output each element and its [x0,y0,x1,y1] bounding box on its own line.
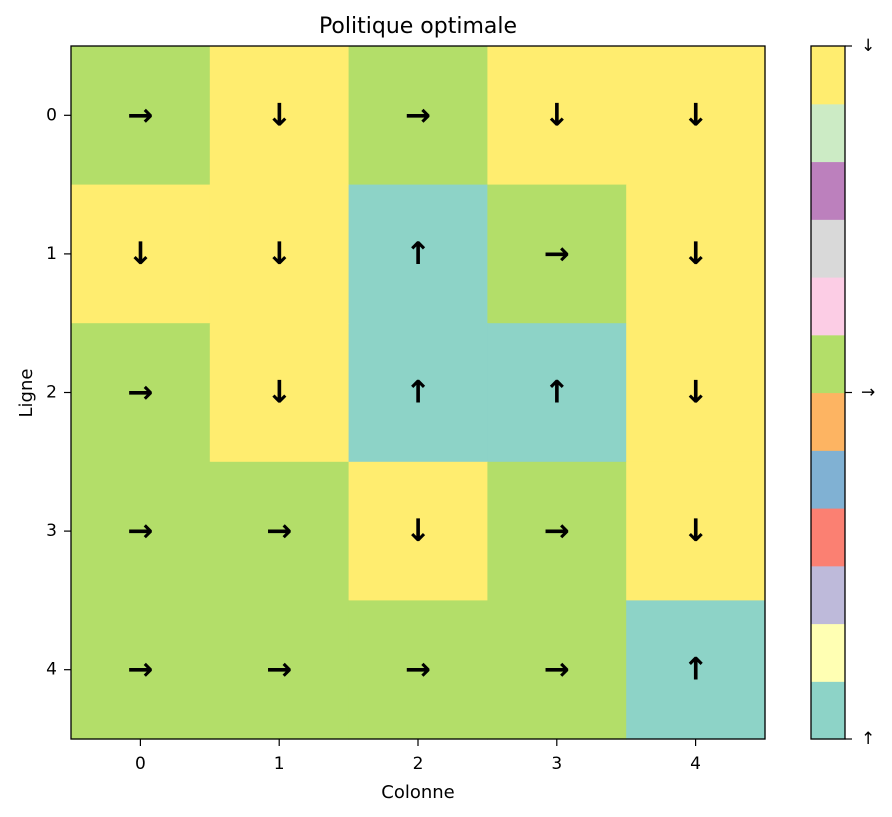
heatmap-cell [487,461,627,601]
policy-arrows: → ↓ → ↓ ↓ ↓ ↓ ↑ → ↓ → ↓ ↑ ↑ ↓ → → ↓ → ↓ → → → → ↑ [127,97,708,687]
colorbar-segment [811,161,845,220]
y-tick-label: 3 [46,521,57,541]
heatmap-cell [71,184,211,324]
colorbar-segment [811,46,845,105]
policy-arrow: → [266,513,292,549]
heatmap-cell [209,184,350,324]
heatmap-cell [626,323,766,463]
x-axis-ticks: 0 1 2 3 4 [135,739,701,774]
x-axis-label: Colonne [381,782,455,803]
policy-arrow: → [127,97,153,133]
colorbar-segment [811,277,845,336]
heatmap-cell [71,461,211,601]
policy-arrow: ↑ [544,375,570,411]
policy-arrow: → [544,513,570,549]
policy-arrow: → [266,652,292,688]
heatmap-cell [209,323,350,463]
heatmap-cell [626,46,766,186]
heatmap-cell [71,323,211,463]
policy-arrow: ↓ [683,513,709,549]
policy-arrow: ↑ [405,236,431,272]
heatmap-cell [348,600,488,740]
y-tick-label: 1 [46,244,57,264]
policy-arrow: ↑ [405,375,431,411]
heatmap-cell [626,184,766,324]
policy-arrow: ↓ [683,97,709,133]
colorbar-ticks: ↑ → ↓ [845,36,875,749]
y-axis-ticks: 0 1 2 3 4 [46,105,71,680]
heatmap-cell [209,46,350,186]
colorbar-tick-label: ↓ [861,36,875,56]
colorbar-tick-label: ↑ [861,729,875,749]
y-axis-label: Ligne [16,369,37,418]
policy-arrow: → [127,375,153,411]
policy-arrow: ↓ [266,97,292,133]
colorbar-segment [811,103,845,163]
heatmap-cell [626,600,766,740]
heatmap-cell [487,600,627,740]
heatmap-cell [487,323,627,463]
colorbar-segment [811,508,845,567]
heatmap-cell [348,461,488,601]
heatmap-cell [209,461,350,601]
policy-arrow: ↓ [683,375,709,411]
colorbar-segment [811,623,845,682]
x-tick-label: 2 [413,754,424,774]
policy-arrow: ↓ [405,513,431,549]
colorbar-segment [811,219,845,278]
x-tick-label: 3 [551,754,562,774]
policy-arrow: ↓ [266,236,292,272]
heatmap-cells [71,46,766,740]
heatmap-cell [487,46,627,186]
colorbar-tick-label: → [861,383,875,403]
policy-arrow: ↓ [127,236,153,272]
policy-arrow: → [544,652,570,688]
y-tick-label: 0 [46,105,57,125]
colorbar-segment [811,334,845,394]
colorbar-segment [811,681,845,740]
chart-title: Politique optimale [319,14,517,39]
heatmap-cell [626,461,766,601]
heatmap-cell [71,600,211,740]
policy-arrow: ↓ [683,236,709,272]
heatmap-cell [71,46,211,186]
heatmap-cell [209,600,350,740]
colorbar-segment [811,565,845,625]
policy-arrow: ↑ [683,652,709,688]
x-tick-label: 1 [274,754,285,774]
heatmap-cell [487,184,627,324]
heatmap-cell [348,184,488,324]
policy-arrow: ↓ [544,97,570,133]
x-tick-label: 0 [135,754,146,774]
policy-arrow: → [127,652,153,688]
policy-arrow: → [544,236,570,272]
colorbar-segment [811,450,845,509]
x-tick-label: 4 [690,754,701,774]
colorbar-segment [811,392,845,451]
policy-arrow: → [405,97,431,133]
heatmap-cell [348,323,488,463]
y-tick-label: 2 [46,383,57,403]
policy-arrow: ↓ [266,375,292,411]
y-tick-label: 4 [46,660,57,680]
colorbar [811,46,845,740]
heatmap-cell [348,46,488,186]
policy-arrow: → [127,513,153,549]
policy-arrow: → [405,652,431,688]
